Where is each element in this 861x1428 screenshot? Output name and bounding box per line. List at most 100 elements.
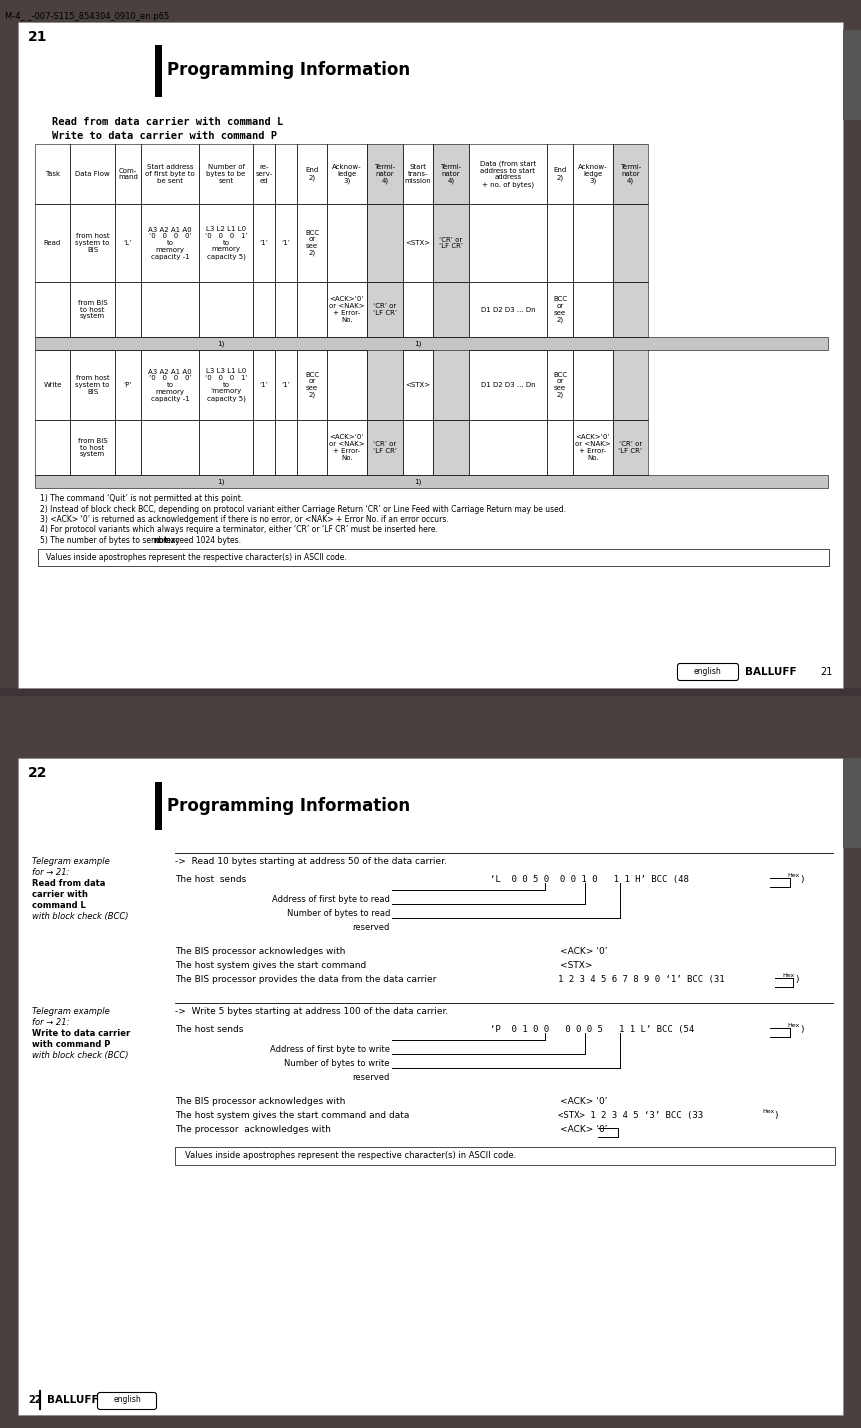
Text: english: english xyxy=(694,667,722,677)
Bar xyxy=(433,281,469,337)
Bar xyxy=(327,144,367,204)
Bar xyxy=(275,350,297,420)
Text: The processor  acknowledges with: The processor acknowledges with xyxy=(175,1125,331,1134)
Text: ->  Read 10 bytes starting at address 50 of the data carrier.: -> Read 10 bytes starting at address 50 … xyxy=(175,857,447,865)
Bar xyxy=(70,204,115,281)
Text: 4) For protocol variants which always require a terminator, either ‘CR’ or ‘LF C: 4) For protocol variants which always re… xyxy=(40,526,438,534)
Text: Number of bytes to read: Number of bytes to read xyxy=(287,910,390,918)
Bar xyxy=(141,144,199,204)
Bar xyxy=(613,204,648,281)
Text: 22: 22 xyxy=(28,765,47,780)
Text: Read: Read xyxy=(44,240,61,246)
Text: The host system gives the start command and data: The host system gives the start command … xyxy=(175,1111,409,1120)
Bar xyxy=(367,420,403,476)
Bar xyxy=(403,281,433,337)
Text: Start address
of first byte to
be sent: Start address of first byte to be sent xyxy=(146,164,195,184)
Text: Address of first byte to write: Address of first byte to write xyxy=(270,1045,390,1054)
Text: Start
trans-
mission: Start trans- mission xyxy=(405,164,431,184)
Bar xyxy=(367,204,403,281)
Bar xyxy=(327,420,367,476)
Text: The BIS processor provides the data from the data carrier: The BIS processor provides the data from… xyxy=(175,975,437,984)
Text: Write: Write xyxy=(43,383,62,388)
Bar xyxy=(70,281,115,337)
Bar xyxy=(613,350,648,420)
Text: 1) The command ‘Quit’ is not permitted at this point.: 1) The command ‘Quit’ is not permitted a… xyxy=(40,494,244,503)
Text: Read from data carrier with command L: Read from data carrier with command L xyxy=(52,117,283,127)
Bar xyxy=(35,281,70,337)
Text: 2) Instead of block check BCC, depending on protocol variant either Carriage Ret: 2) Instead of block check BCC, depending… xyxy=(40,504,566,514)
Text: Termi-
nator
4): Termi- nator 4) xyxy=(375,164,395,184)
Text: The host system gives the start command: The host system gives the start command xyxy=(175,961,366,970)
Text: L3 L2 L1 L0
‘0   0   0   1’
to
memory
capacity 5): L3 L2 L1 L0 ‘0 0 0 1’ to memory capacity… xyxy=(205,226,247,260)
Text: ): ) xyxy=(800,875,803,884)
Text: Hex: Hex xyxy=(762,1110,774,1114)
Bar xyxy=(115,281,141,337)
Text: L3 L3 L1 L0
‘0   0   0   1’
to
‘memory
capacity 5): L3 L3 L1 L0 ‘0 0 0 1’ to ‘memory capacit… xyxy=(205,368,247,401)
Bar xyxy=(843,758,861,848)
Bar xyxy=(35,337,828,350)
Bar xyxy=(199,350,253,420)
Text: Number of bytes to write: Number of bytes to write xyxy=(284,1060,390,1068)
Bar xyxy=(199,144,253,204)
Text: <ACK> ‘0’: <ACK> ‘0’ xyxy=(560,1097,608,1107)
Bar xyxy=(199,204,253,281)
Text: ‘P’: ‘P’ xyxy=(124,383,133,388)
Text: BALLUFF: BALLUFF xyxy=(745,667,796,677)
Text: Programming Information: Programming Information xyxy=(167,61,410,79)
Text: <STX>: <STX> xyxy=(560,961,592,970)
Bar xyxy=(367,420,403,476)
Text: <STX>: <STX> xyxy=(406,383,430,388)
Bar xyxy=(433,420,469,476)
Bar xyxy=(275,420,297,476)
Bar xyxy=(18,758,843,1415)
Text: 1): 1) xyxy=(217,478,225,484)
Bar xyxy=(175,1147,835,1165)
Text: Values inside apostrophes represent the respective character(s) in ASCII code.: Values inside apostrophes represent the … xyxy=(185,1151,517,1161)
Bar xyxy=(367,281,403,337)
Bar xyxy=(35,420,70,476)
Bar xyxy=(115,144,141,204)
Text: Telegram example: Telegram example xyxy=(32,1007,109,1015)
Text: 21: 21 xyxy=(28,30,47,44)
Text: M-4_ _-007-S115_854304_0910_en.p65: M-4_ _-007-S115_854304_0910_en.p65 xyxy=(5,11,170,21)
Bar xyxy=(141,350,199,420)
Bar xyxy=(403,144,433,204)
Bar xyxy=(433,350,469,420)
Bar xyxy=(70,144,115,204)
Bar xyxy=(18,21,843,688)
Bar xyxy=(613,420,648,476)
Bar xyxy=(547,420,573,476)
Text: reserved: reserved xyxy=(353,1072,390,1082)
Text: <ACK> ‘0’: <ACK> ‘0’ xyxy=(560,1125,608,1134)
Text: Write to data carrier: Write to data carrier xyxy=(32,1030,130,1038)
Text: Hex: Hex xyxy=(787,1022,799,1028)
Bar xyxy=(0,688,861,695)
Bar xyxy=(433,350,469,420)
Text: 22: 22 xyxy=(28,1395,41,1405)
Text: ‘CR’ or
‘LF CR’: ‘CR’ or ‘LF CR’ xyxy=(373,303,397,316)
Text: Number of
bytes to be
sent: Number of bytes to be sent xyxy=(207,164,245,184)
Bar xyxy=(297,144,327,204)
Text: D1 D2 D3 ... Dn: D1 D2 D3 ... Dn xyxy=(480,307,536,313)
Text: 1): 1) xyxy=(414,340,422,347)
Bar xyxy=(403,350,433,420)
Bar xyxy=(433,204,469,281)
Text: reserved: reserved xyxy=(353,922,390,932)
Bar xyxy=(469,281,547,337)
Text: 3) <ACK> ‘0’ is returned as acknowledgement if there is no error, or <NAK> + Err: 3) <ACK> ‘0’ is returned as acknowledgem… xyxy=(40,516,449,524)
Text: ‘CR’ or
‘LF CR’: ‘CR’ or ‘LF CR’ xyxy=(373,441,397,454)
Text: ‘L’: ‘L’ xyxy=(124,240,132,246)
Text: ): ) xyxy=(774,1111,777,1120)
Bar xyxy=(275,204,297,281)
Bar xyxy=(115,350,141,420)
Bar xyxy=(469,350,547,420)
Bar xyxy=(367,281,403,337)
Bar xyxy=(573,204,613,281)
Bar xyxy=(433,204,469,281)
Bar xyxy=(367,350,403,420)
Text: from BIS
to host
system: from BIS to host system xyxy=(77,438,108,457)
Bar xyxy=(613,144,648,204)
Bar xyxy=(141,204,199,281)
Text: A3 A2 A1 A0
‘0   0   0   0’
to
memory
capacity -1: A3 A2 A1 A0 ‘0 0 0 0’ to memory capacity… xyxy=(148,368,192,401)
Bar xyxy=(253,204,275,281)
